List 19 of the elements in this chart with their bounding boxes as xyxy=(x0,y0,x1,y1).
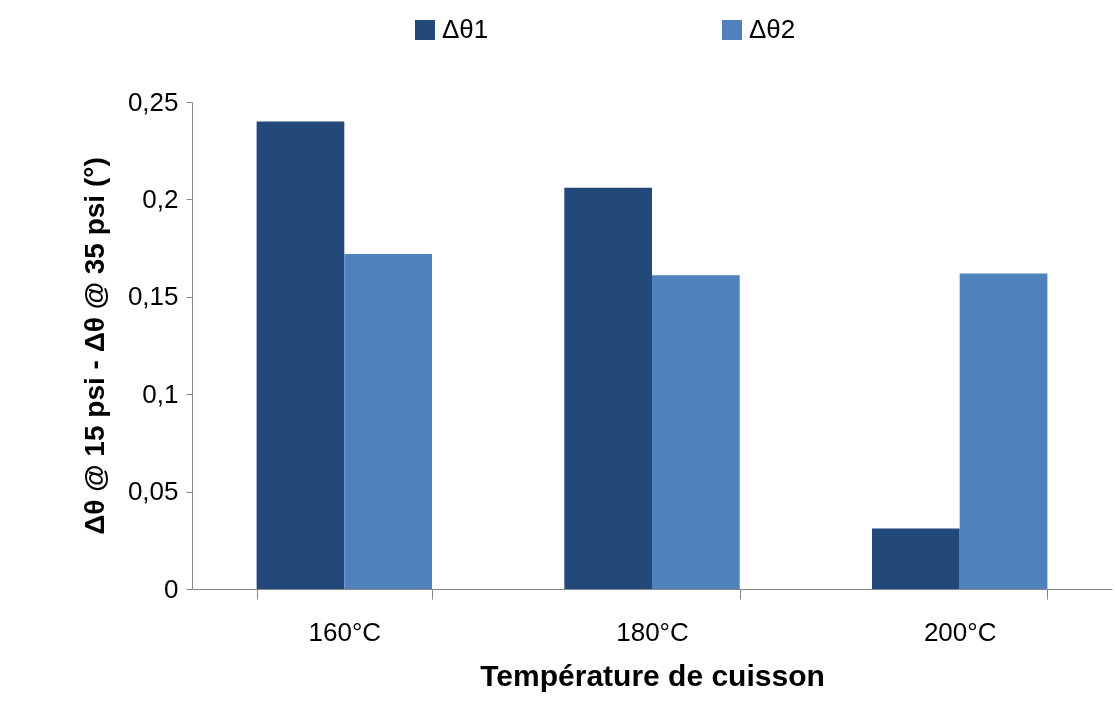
bar xyxy=(959,273,1048,589)
bar xyxy=(564,187,652,589)
y-tick-label: 0 xyxy=(164,573,179,604)
y-tick-label: 0,2 xyxy=(142,183,179,214)
bar xyxy=(256,121,345,589)
y-axis-title: Δθ @ 15 psi - Δθ @ 35 psi (°) xyxy=(78,157,110,535)
x-axis-title: Température de cuisson xyxy=(480,658,825,692)
y-tick-label: 0,1 xyxy=(142,378,179,409)
legend-label: Δθ1 xyxy=(442,14,489,44)
x-tick-label: 180°C xyxy=(616,616,689,647)
y-tick-label: 0,25 xyxy=(127,86,179,117)
legend-label: Δθ2 xyxy=(749,14,796,44)
bar xyxy=(652,275,740,589)
x-tick-label: 200°C xyxy=(923,616,997,647)
bar xyxy=(872,528,960,589)
y-tick-label: 0,15 xyxy=(127,281,179,312)
x-tick-label: 160°C xyxy=(308,616,382,647)
bar xyxy=(344,253,432,589)
y-tick-label: 0,05 xyxy=(127,476,179,507)
